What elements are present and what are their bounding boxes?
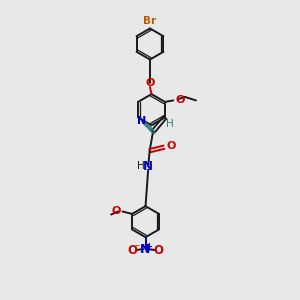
Text: O: O xyxy=(166,141,176,151)
Text: Br: Br xyxy=(143,16,157,26)
Text: N: N xyxy=(140,243,151,256)
Text: +: + xyxy=(145,242,152,251)
Text: N: N xyxy=(143,160,153,173)
Text: C: C xyxy=(148,125,156,135)
Text: O: O xyxy=(146,78,155,88)
Text: O: O xyxy=(128,244,137,256)
Text: ⁻: ⁻ xyxy=(134,243,139,253)
Text: N: N xyxy=(137,116,146,126)
Text: O: O xyxy=(176,94,185,104)
Text: H: H xyxy=(137,161,145,171)
Text: O: O xyxy=(111,206,120,216)
Text: O: O xyxy=(153,244,163,256)
Text: H: H xyxy=(167,119,174,129)
